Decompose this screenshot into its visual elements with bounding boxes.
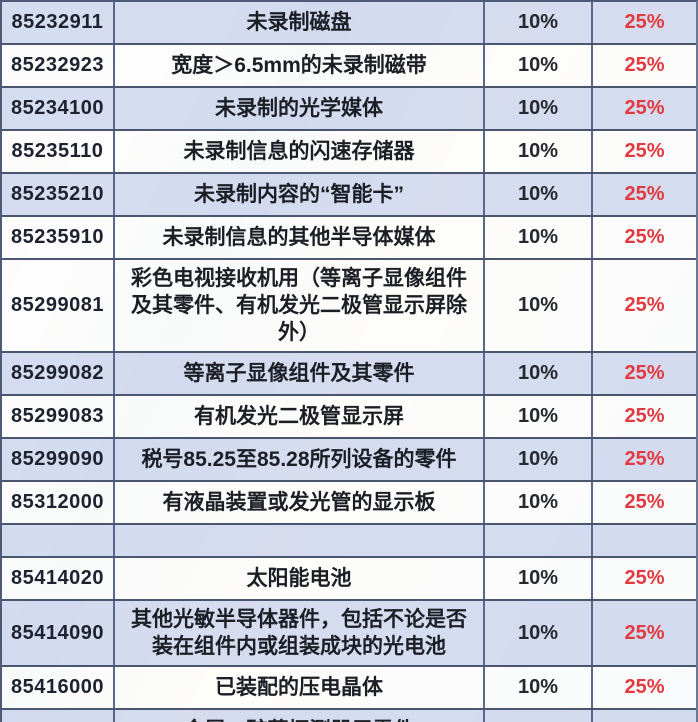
table-row: 85234100 未录制的光学媒体 10% 25%: [2, 88, 696, 131]
hs-code: 85232923: [2, 45, 115, 86]
hs-code: [2, 525, 115, 556]
table-row: 85416000 已装配的压电晶体 10% 25%: [2, 667, 696, 710]
hs-code: 85414090: [2, 601, 115, 665]
hs-code: 85299083: [2, 396, 115, 437]
rate-col3: 10%: [485, 88, 593, 129]
product-description: 未录制磁盘: [115, 2, 485, 43]
rate-col3: 10%: [485, 260, 593, 351]
hs-code: 85299082: [2, 353, 115, 394]
rate-col4: 25%: [624, 491, 665, 513]
product-description: 宽度＞6.5mm的未录制磁带: [115, 45, 485, 86]
product-description: 金属、矿藏探测器用零件: [115, 710, 485, 722]
rate-col4: [593, 525, 696, 556]
rate-col4: 25%: [624, 226, 665, 248]
rate-col3: [485, 525, 593, 556]
product-description: 未录制的光学媒体: [115, 88, 485, 129]
rate-col3: 10%: [485, 482, 593, 523]
hs-code: 85439030: [2, 710, 115, 722]
rate-col3: 10%: [485, 45, 593, 86]
table-row: 85299082 等离子显像组件及其零件 10% 25%: [2, 353, 696, 396]
hs-code: 85235210: [2, 174, 115, 215]
rate-col4: 25%: [624, 54, 665, 76]
hs-code: 85312000: [2, 482, 115, 523]
rate-col3: 10%: [485, 710, 593, 722]
product-description: 太阳能电池: [115, 558, 485, 599]
rate-col3: 10%: [485, 667, 593, 708]
rate-col4: 25%: [624, 621, 665, 644]
rate-col4: 25%: [624, 140, 665, 162]
rate-col4: 25%: [624, 294, 665, 316]
rate-col4: 25%: [624, 567, 665, 589]
table-row: 85439030 金属、矿藏探测器用零件 10% 25%: [2, 710, 696, 722]
product-description: 未录制信息的闪速存储器: [115, 131, 485, 172]
rate-col3: 10%: [485, 2, 593, 43]
rate-col4: 25%: [624, 448, 665, 470]
rate-col3: 10%: [485, 396, 593, 437]
hs-code: 85235110: [2, 131, 115, 172]
product-description: 等离子显像组件及其零件: [115, 353, 485, 394]
rate-col4: 25%: [624, 183, 665, 205]
rate-col3: 10%: [485, 131, 593, 172]
rate-col4: 25%: [624, 676, 665, 698]
rate-col3: 10%: [485, 174, 593, 215]
rate-col3: 10%: [485, 439, 593, 480]
product-description: 有液晶装置或发光管的显示板: [115, 482, 485, 523]
product-description: 未录制内容的“智能卡”: [115, 174, 485, 215]
rate-col3: 10%: [485, 558, 593, 599]
rate-col3: 10%: [485, 601, 593, 665]
table-row: 85299083 有机发光二极管显示屏 10% 25%: [2, 396, 696, 439]
rate-col4: 25%: [624, 405, 665, 427]
table-row: 85232911 未录制磁盘 10% 25%: [2, 2, 696, 45]
table-row: 85235910 未录制信息的其他半导体媒体 10% 25%: [2, 217, 696, 260]
hs-code: 85299090: [2, 439, 115, 480]
table-row: 85235210 未录制内容的“智能卡” 10% 25%: [2, 174, 696, 217]
rate-col4: 25%: [624, 11, 665, 33]
table-row: 85414090 其他光敏半导体器件，包括不论是否装在组件内或组装成块的光电池 …: [2, 601, 696, 667]
rate-col4: 25%: [624, 97, 665, 119]
hs-code: 85414020: [2, 558, 115, 599]
table-row: 85232923 宽度＞6.5mm的未录制磁带 10% 25%: [2, 45, 696, 88]
rate-col3: 10%: [485, 217, 593, 258]
hs-code: 85232911: [2, 2, 115, 43]
rate-col3: 10%: [485, 353, 593, 394]
table-row: 85414020 太阳能电池 10% 25%: [2, 558, 696, 601]
hs-code: 85235910: [2, 217, 115, 258]
table-row-empty: [2, 525, 696, 558]
table-row: 85235110 未录制信息的闪速存储器 10% 25%: [2, 131, 696, 174]
product-description: 税号85.25至85.28所列设备的零件: [115, 439, 485, 480]
table-row: 85299090 税号85.25至85.28所列设备的零件 10% 25%: [2, 439, 696, 482]
product-description: [115, 525, 485, 556]
product-description: 彩色电视接收机用（等离子显像组件及其零件、有机发光二极管显示屏除外）: [115, 260, 485, 351]
table-row: 85312000 有液晶装置或发光管的显示板 10% 25%: [2, 482, 696, 525]
product-description: 有机发光二极管显示屏: [115, 396, 485, 437]
table-row: 85299081 彩色电视接收机用（等离子显像组件及其零件、有机发光二极管显示屏…: [2, 260, 696, 353]
hs-code: 85299081: [2, 260, 115, 351]
hs-code: 85416000: [2, 667, 115, 708]
rate-col4: 25%: [593, 710, 696, 722]
product-description: 未录制信息的其他半导体媒体: [115, 217, 485, 258]
hs-code: 85234100: [2, 88, 115, 129]
product-description: 其他光敏半导体器件，包括不论是否装在组件内或组装成块的光电池: [115, 601, 485, 665]
rate-col4: 25%: [624, 362, 665, 384]
product-description: 已装配的压电晶体: [115, 667, 485, 708]
